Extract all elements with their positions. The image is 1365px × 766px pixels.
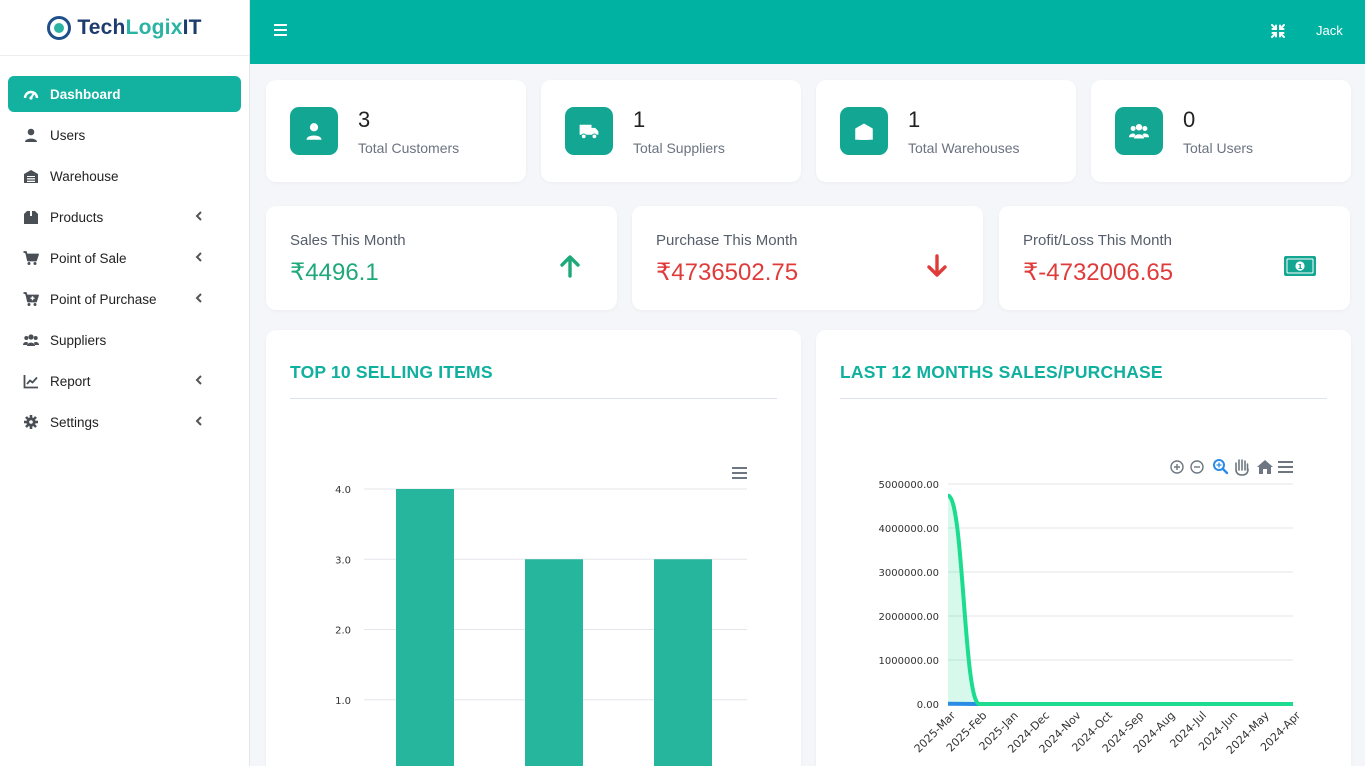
home-icon[interactable] <box>1257 460 1273 474</box>
zoom-out-icon[interactable] <box>1190 460 1204 474</box>
logo-icon <box>47 15 72 40</box>
chart-line-icon <box>21 373 41 389</box>
user-menu[interactable]: Jack <box>1316 23 1343 38</box>
sidebar-item-report[interactable]: Report <box>8 363 241 399</box>
stat-card-total-warehouses: 1 Total Warehouses <box>816 80 1076 182</box>
zoom-select-icon[interactable] <box>1213 459 1229 475</box>
chart-menu-icon[interactable] <box>1278 461 1293 473</box>
divider <box>840 398 1327 399</box>
sidebar-item-label: Settings <box>50 414 99 430</box>
users-icon <box>1115 107 1163 155</box>
warehouse-icon <box>840 107 888 155</box>
stat-label: Total Suppliers <box>633 140 725 156</box>
month-label: Purchase This Month <box>656 232 798 249</box>
month-value: ₹-4732006.65 <box>1023 259 1174 286</box>
compress-icon[interactable] <box>1270 23 1286 39</box>
sidebar-item-settings[interactable]: Settings <box>8 404 241 440</box>
stat-label: Total Customers <box>358 140 460 156</box>
month-card-profit-loss-this-month: Profit/Loss This Month ₹-4732006.65 1 <box>999 206 1350 310</box>
chevron-left-icon <box>195 374 203 388</box>
bar-chart: 1.0 2.0 3.0 4.0 <box>335 467 747 766</box>
stat-value: 0 <box>1183 107 1196 132</box>
sidebar-item-products[interactable]: Products <box>8 199 241 235</box>
pan-hand-icon[interactable] <box>1235 459 1249 476</box>
y-tick-label: 4.0 <box>335 485 351 496</box>
brand-logo[interactable]: TechLogixIT <box>0 0 249 56</box>
panel-title: TOP 10 SELLING ITEMS <box>290 362 493 382</box>
sidebar-item-label: Report <box>50 373 91 389</box>
y-tick-label: 4000000.00 <box>879 524 939 535</box>
month-label: Profit/Loss This Month <box>1023 232 1172 249</box>
topbar: Jack <box>250 0 1365 64</box>
stat-card-total-customers: 3 Total Customers <box>266 80 526 182</box>
stat-value: 3 <box>358 107 371 132</box>
gear-icon <box>21 414 41 430</box>
user-icon <box>290 107 338 155</box>
chevron-left-icon <box>195 251 203 265</box>
sidebar-item-point-of-purchase[interactable]: Point of Purchase <box>8 281 241 317</box>
y-tick-label: 1000000.00 <box>879 656 939 667</box>
sidebar: TechLogixIT Dashboard Users Warehouse Produ… <box>0 0 250 766</box>
stat-value: 1 <box>633 107 646 132</box>
top-selling-panel: TOP 10 SELLING ITEMS 1.0 2.0 3.0 4.0 <box>266 330 801 766</box>
panel-title: LAST 12 MONTHS SALES/PURCHASE <box>840 362 1163 382</box>
sidebar-item-label: Warehouse <box>50 168 119 184</box>
sidebar-item-label: Products <box>50 209 104 225</box>
bar[interactable] <box>525 559 583 766</box>
sidebar-item-label: Users <box>50 127 86 143</box>
chevron-left-icon <box>195 292 203 306</box>
y-tick-label: 2.0 <box>335 626 351 637</box>
stat-label: Total Warehouses <box>908 140 1020 156</box>
sidebar-nav: Dashboard Users Warehouse Products Point of … <box>0 56 249 440</box>
users-icon <box>21 332 41 348</box>
bar[interactable] <box>654 559 712 766</box>
sidebar-item-warehouse[interactable]: Warehouse <box>8 158 241 194</box>
sidebar-item-suppliers[interactable]: Suppliers <box>8 322 241 358</box>
month-value: ₹4496.1 <box>290 259 379 286</box>
series-line[interactable] <box>946 493 1294 706</box>
y-tick-label: 2000000.00 <box>879 612 939 623</box>
brand-name: TechLogixIT <box>77 15 202 39</box>
box-icon <box>21 209 41 225</box>
y-tick-label: 1.0 <box>335 696 351 707</box>
stat-label: Total Users <box>1183 140 1254 156</box>
chart-toolbar <box>1170 459 1293 476</box>
area-chart: 0.00 1000000.00 2000000.00 3000000.00 400000… <box>879 459 1303 757</box>
zoom-in-icon[interactable] <box>1170 460 1184 474</box>
sidebar-item-dashboard[interactable]: Dashboard <box>8 76 241 112</box>
chevron-left-icon <box>195 210 203 224</box>
sidebar-item-point-of-sale[interactable]: Point of Sale <box>8 240 241 276</box>
sidebar-item-label: Point of Purchase <box>50 291 157 307</box>
truck-icon <box>565 107 613 155</box>
y-tick-label: 3.0 <box>335 555 351 566</box>
month-card-purchase-this-month: Purchase This Month ₹4736502.75 <box>632 206 983 310</box>
user-icon <box>21 127 41 143</box>
month-label: Sales This Month <box>290 232 406 249</box>
y-tick-label: 5000000.00 <box>879 480 939 491</box>
divider <box>290 398 777 399</box>
stat-value: 1 <box>908 107 921 132</box>
svg-text:1: 1 <box>1298 263 1303 271</box>
month-card-sales-this-month: Sales This Month ₹4496.1 <box>266 206 617 310</box>
y-tick-label: 0.00 <box>917 700 939 711</box>
chart-menu-icon[interactable] <box>732 467 747 479</box>
series-area <box>948 495 1293 704</box>
month-value: ₹4736502.75 <box>656 259 799 286</box>
gauge-icon <box>21 86 41 102</box>
sidebar-item-users[interactable]: Users <box>8 117 241 153</box>
warehouse-icon <box>21 168 41 184</box>
stat-card-total-users: 0 Total Users <box>1091 80 1351 182</box>
cart-plus-icon <box>21 291 41 307</box>
sidebar-item-label: Suppliers <box>50 332 107 348</box>
sidebar-item-label: Dashboard <box>50 86 121 102</box>
sidebar-item-label: Point of Sale <box>50 250 127 266</box>
cart-icon <box>21 250 41 266</box>
y-tick-label: 3000000.00 <box>879 568 939 579</box>
chevron-left-icon <box>195 415 203 429</box>
sales-purchase-panel: LAST 12 MONTHS SALES/PURCHASE 0.00 100000… <box>816 330 1351 766</box>
menu-toggle-icon[interactable] <box>274 24 287 36</box>
stat-card-total-suppliers: 1 Total Suppliers <box>541 80 801 182</box>
bar[interactable] <box>396 489 454 766</box>
